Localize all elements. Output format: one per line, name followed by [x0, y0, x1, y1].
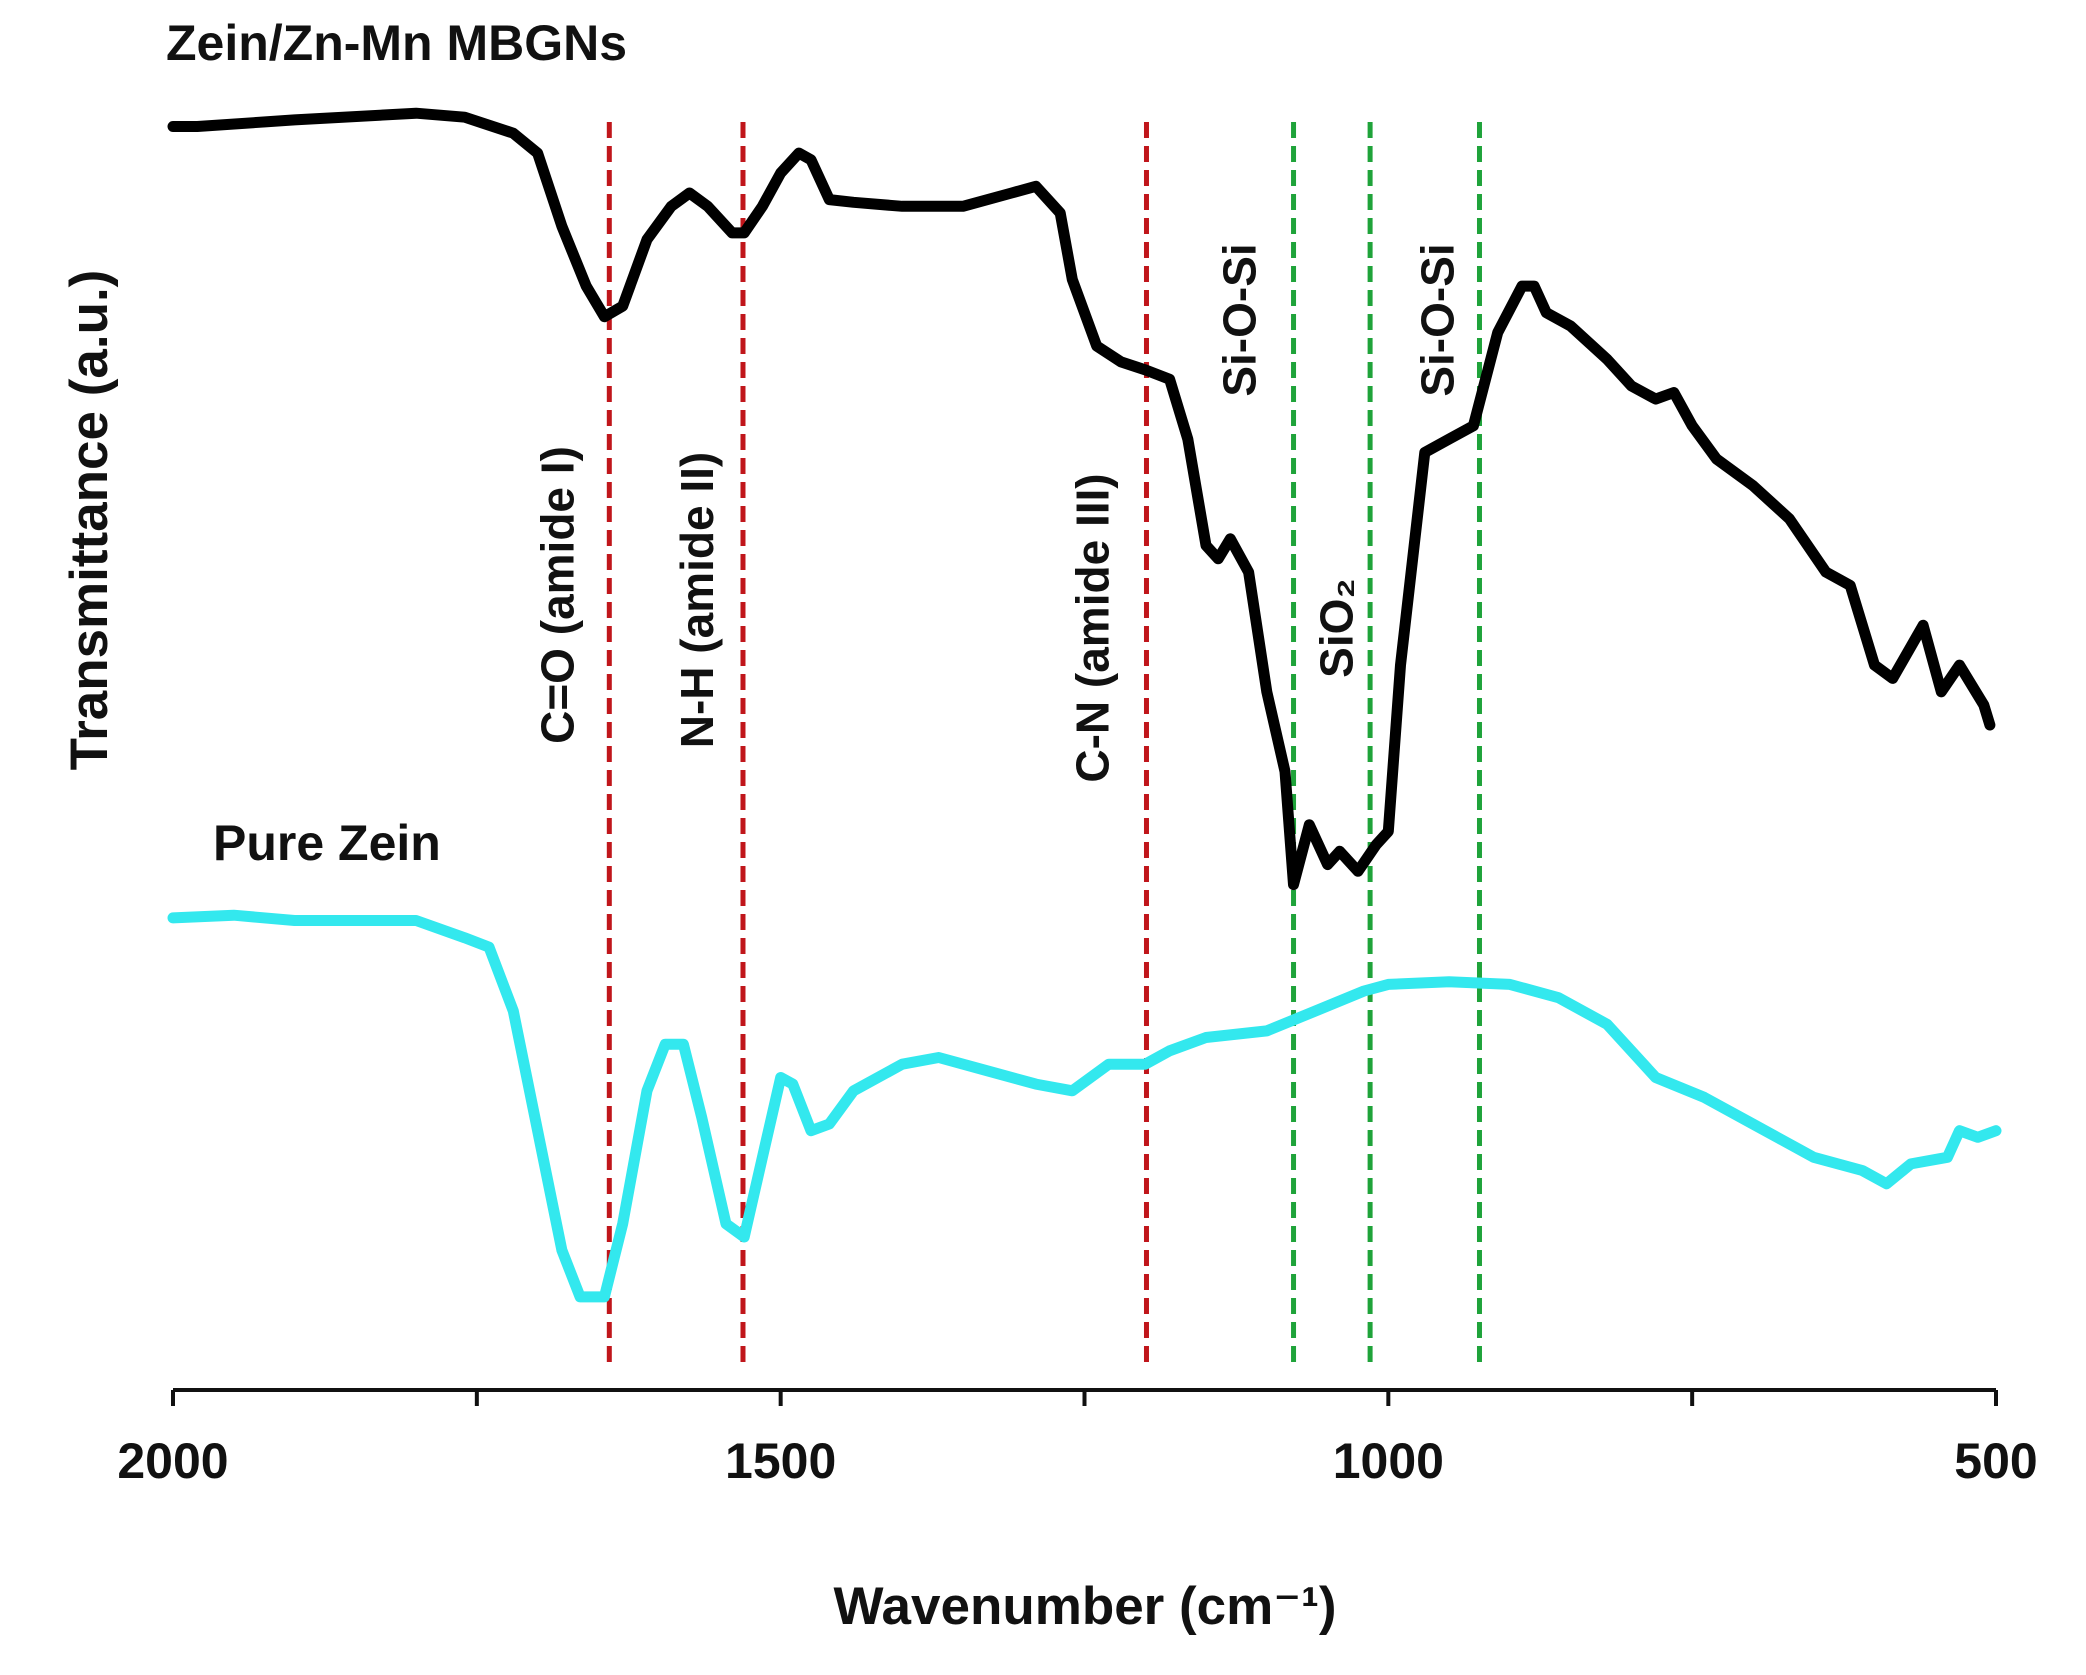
series-label: Zein/Zn-Mn MBGNs — [166, 15, 627, 71]
series-label: Pure Zein — [213, 815, 441, 871]
reference-label: Si-O-Si — [1412, 243, 1464, 396]
x-tick-label: 1000 — [1333, 1433, 1444, 1489]
y-axis-label: Transmittance (a.u.) — [60, 270, 119, 771]
x-tick-label: 2000 — [117, 1433, 228, 1489]
x-tick-label: 1500 — [725, 1433, 836, 1489]
reference-label: C-N (amide III) — [1067, 473, 1119, 782]
x-axis-label: Wavenumber (cm⁻¹) — [833, 1577, 1336, 1636]
reference-label: N-H (amide II) — [671, 452, 723, 748]
spectrum-line — [167, 107, 1996, 891]
reference-label: C=O (amide I) — [531, 446, 583, 744]
x-tick-label: 500 — [1954, 1433, 2037, 1489]
spectrum-line — [167, 909, 2002, 1303]
reference-label: SiO₂ — [1310, 578, 1362, 678]
reference-label: Si-O-Si — [1214, 243, 1266, 396]
